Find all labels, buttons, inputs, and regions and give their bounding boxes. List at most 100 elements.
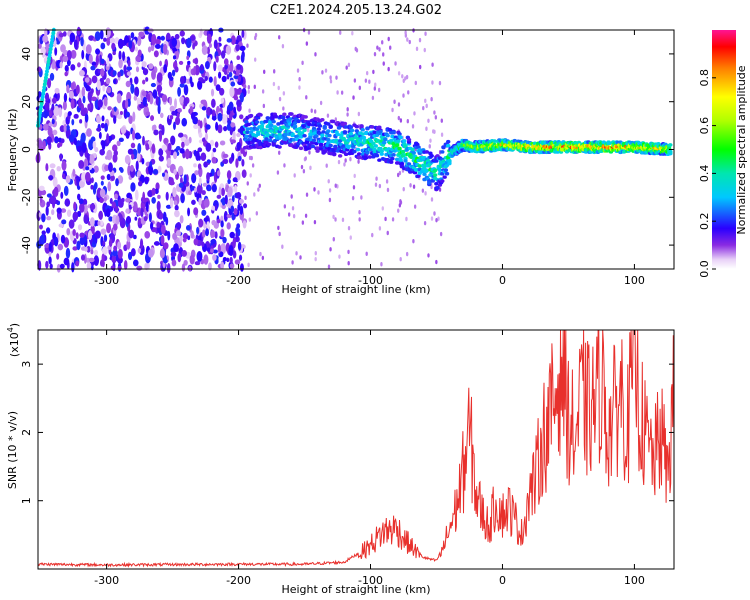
spectrogram-noise-cell bbox=[239, 92, 244, 103]
spectrogram-noise-cell bbox=[169, 197, 174, 209]
spectrogram-ridge-cell bbox=[356, 152, 362, 156]
spectrogram-noise-cell bbox=[73, 201, 77, 211]
spectrogram-noise-cell bbox=[137, 180, 143, 187]
spectrogram-noise-cell bbox=[173, 121, 176, 131]
spectrogram-noise-cell bbox=[306, 127, 310, 133]
spectrogram-noise-cell bbox=[158, 148, 164, 157]
spectrogram-ridge-cell bbox=[280, 115, 286, 120]
spectrogram-ridge-cell bbox=[443, 168, 449, 172]
spectrogram-noise-cell bbox=[196, 184, 203, 194]
spectrogram-noise-cell bbox=[437, 216, 440, 221]
spectrogram-noise-cell bbox=[237, 241, 242, 251]
spectrogram-noise-cell bbox=[205, 142, 212, 152]
spectrogram-noise-cell bbox=[117, 248, 123, 259]
spectrogram-ridge-cell bbox=[352, 149, 357, 154]
spectrogram-noise-cell bbox=[217, 64, 223, 72]
spectrogram-noise-cell bbox=[112, 70, 117, 77]
spectrogram-noise-cell bbox=[151, 69, 156, 80]
spectrogram-noise-cell bbox=[54, 47, 58, 56]
spectrogram-noise-cell bbox=[112, 223, 118, 231]
spectrogram-noise-cell bbox=[193, 238, 199, 246]
spectrogram-noise-cell bbox=[371, 232, 374, 238]
spectrogram-noise-cell bbox=[220, 261, 225, 270]
spectrogram-noise-cell bbox=[196, 226, 200, 235]
spectrogram-noise-cell bbox=[215, 84, 221, 92]
spectrogram-noise-cell bbox=[346, 112, 349, 117]
spectrogram-noise-cell bbox=[201, 209, 207, 216]
spectrogram-noise-cell bbox=[125, 131, 130, 139]
spectrogram-noise-cell bbox=[381, 206, 384, 211]
spectrogram-noise-cell bbox=[205, 124, 211, 130]
spectrogram-noise-cell bbox=[72, 229, 76, 237]
spectrogram-noise-cell bbox=[90, 136, 96, 143]
spectrogram-noise-cell bbox=[174, 204, 179, 211]
spectrogram-noise-cell bbox=[215, 121, 219, 131]
spectrogram-noise-cell bbox=[412, 238, 415, 244]
spectrogram-noise-cell bbox=[157, 104, 161, 115]
spectrogram-noise-cell bbox=[230, 139, 237, 144]
spectrogram-ridge-cell bbox=[283, 141, 288, 145]
spectrogram-noise-cell bbox=[181, 37, 186, 45]
spectrogram-noise-cell bbox=[166, 263, 171, 274]
spectrogram-noise-cell bbox=[278, 231, 281, 237]
spectrogram-noise-cell bbox=[244, 195, 247, 201]
spectrogram-noise-cell bbox=[347, 261, 350, 266]
spectrogram-noise-cell bbox=[212, 254, 217, 262]
spectrogram-noise-cell bbox=[103, 37, 107, 42]
spectrogram-noise-cell bbox=[229, 231, 235, 239]
spectrogram-ridge-cell bbox=[355, 147, 361, 152]
spectrogram-noise-cell bbox=[107, 106, 112, 111]
spectrogram-ridge-cell bbox=[492, 139, 497, 143]
spectrogram-noise-cell bbox=[398, 203, 402, 208]
spectrogram-noise-cell bbox=[142, 96, 147, 107]
colorbar: 0.0 0.2 0.4 0.6 0.8 Normalized spectral ampl… bbox=[698, 30, 748, 278]
spectrogram-noise-cell bbox=[254, 35, 257, 41]
spectrogram-noise-cell bbox=[128, 204, 132, 210]
spectrogram-noise-cell bbox=[52, 176, 58, 188]
spectrogram-noise-cell bbox=[171, 110, 177, 116]
spectrogram-noise-cell bbox=[394, 61, 397, 66]
spectrogram-noise-cell bbox=[156, 221, 161, 229]
spectrogram-noise-cell bbox=[216, 219, 221, 224]
spectrogram-ridge-cell bbox=[402, 139, 407, 143]
spectrogram-noise-cell bbox=[156, 200, 161, 212]
spectrogram-noise-cell bbox=[237, 75, 242, 83]
spectrogram-noise-cell bbox=[211, 156, 217, 164]
spectrogram-noise-cell bbox=[298, 85, 301, 90]
x-tick-label: -300 bbox=[94, 574, 119, 587]
spectrogram-noise-cell bbox=[374, 82, 377, 87]
spectrogram-ridge-cell bbox=[337, 139, 343, 143]
spectrogram-ridge-cell bbox=[427, 181, 432, 185]
spectrogram-ridge-cell bbox=[342, 121, 348, 126]
spectrogram-noise-cell bbox=[139, 238, 144, 250]
spectrogram-noise-cell bbox=[418, 37, 422, 43]
spectrogram-noise-cell bbox=[94, 31, 101, 41]
spectrogram-noise-cell bbox=[70, 64, 76, 71]
spectrogram-noise-cell bbox=[87, 91, 93, 102]
spectrogram-noise-cell bbox=[433, 211, 436, 216]
spectrogram-noise-cell bbox=[176, 222, 182, 230]
spectrogram-noise-cell bbox=[121, 197, 125, 203]
spectrogram-ridge-cell bbox=[440, 150, 445, 154]
spectrogram-noise-cell bbox=[166, 157, 172, 167]
spectrogram-ridge-cell bbox=[364, 131, 369, 136]
spectrogram-ridge-cell bbox=[280, 125, 286, 129]
spectrogram-noise-cell bbox=[208, 43, 212, 48]
spectrogram-noise-cell bbox=[81, 171, 87, 182]
spectrogram-ridge-cell bbox=[320, 133, 325, 138]
spectrogram-noise-cell bbox=[110, 174, 115, 182]
spectrogram-noise-cell bbox=[438, 80, 442, 86]
spectrogram-noise-cell bbox=[277, 225, 280, 231]
spectrogram-noise-cell bbox=[152, 124, 157, 130]
spectrogram-noise-cell bbox=[54, 236, 59, 247]
spectrogram-noise-cell bbox=[68, 219, 75, 229]
spectrogram-noise-cell bbox=[235, 191, 242, 199]
spectrogram-ridge-cell bbox=[441, 145, 446, 150]
spectrogram-noise-cell bbox=[150, 44, 155, 52]
spectrogram-noise-cell bbox=[433, 129, 436, 134]
spectrogram-noise-cell bbox=[159, 248, 165, 259]
spectrogram-noise-cell bbox=[123, 259, 128, 270]
spectrogram-noise-cell bbox=[212, 147, 217, 153]
spectrogram-noise-cell bbox=[200, 99, 207, 105]
spectrogram-noise-cell bbox=[70, 49, 77, 59]
